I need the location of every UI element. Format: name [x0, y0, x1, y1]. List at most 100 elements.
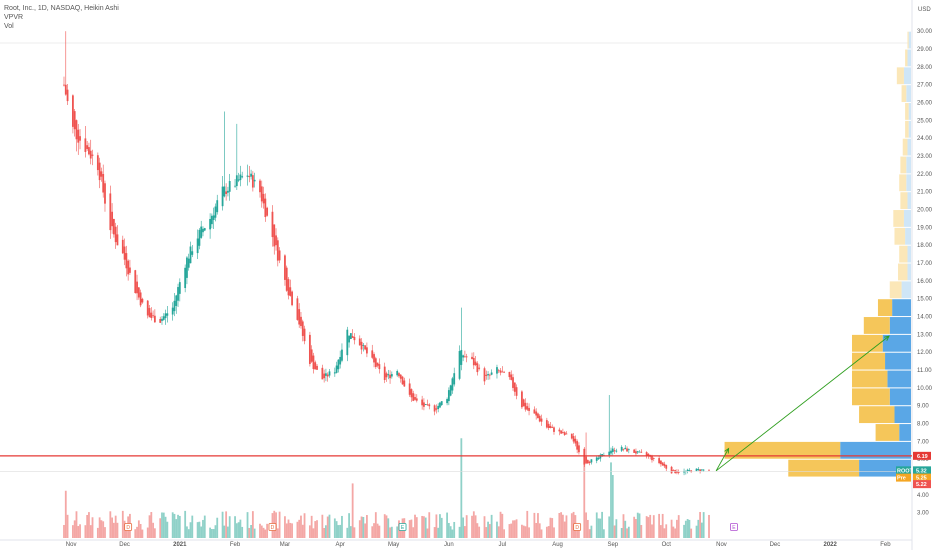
- vp-bar-down: [905, 49, 908, 67]
- volume-bar: [488, 524, 491, 538]
- vp-bar-down: [889, 281, 902, 299]
- volume-bar: [162, 512, 165, 538]
- dividend-marker: [573, 523, 582, 531]
- candle-body: [196, 238, 199, 254]
- y-tick-label: 18.00: [917, 243, 932, 249]
- candle-body: [216, 200, 219, 213]
- candle-body: [284, 255, 286, 280]
- volume-bar: [374, 512, 377, 538]
- candle-body: [134, 270, 137, 293]
- candle-body: [478, 367, 481, 369]
- candle-body: [659, 460, 662, 465]
- candle-body: [583, 448, 586, 465]
- candle-body: [72, 95, 74, 127]
- candle-body: [296, 298, 299, 320]
- volume-bar: [385, 515, 388, 538]
- drawings[interactable]: [0, 335, 912, 472]
- volume-bar: [560, 512, 563, 538]
- candle-body: [285, 267, 288, 291]
- price-axis[interactable]: USD3.004.005.006.007.008.009.0010.0011.0…: [896, 7, 932, 517]
- candle-body: [102, 174, 105, 193]
- candle-body: [251, 175, 254, 188]
- volume-bar: [298, 519, 301, 538]
- candle-body: [141, 298, 144, 303]
- volume-bar: [663, 528, 666, 538]
- candle-body: [595, 457, 598, 461]
- volume-bar: [178, 515, 181, 538]
- candle-body: [627, 449, 630, 451]
- volume-bar: [576, 529, 579, 538]
- candle-body: [638, 451, 641, 453]
- event-markers[interactable]: D D DE E: [124, 523, 738, 532]
- x-tick-label: Mar: [280, 542, 290, 548]
- vp-bar-down: [905, 103, 909, 120]
- candle-body: [373, 354, 375, 363]
- candle-body: [152, 315, 154, 317]
- candle-body: [366, 347, 368, 354]
- candle-body: [513, 382, 516, 392]
- candle-body: [676, 471, 678, 473]
- candle-body: [460, 349, 463, 365]
- candle-body: [259, 180, 261, 193]
- candle-body: [599, 454, 602, 459]
- candle-body: [278, 250, 281, 261]
- volume-bar: [458, 526, 461, 538]
- volume-bar: [424, 517, 427, 538]
- candle-body: [538, 415, 541, 422]
- volume-bar: [111, 517, 114, 538]
- candle-body: [291, 291, 293, 306]
- volume-bar: [510, 523, 513, 538]
- volume-bar: [602, 529, 605, 538]
- legend-vpvr-line[interactable]: VPVR: [4, 14, 24, 21]
- time-axis[interactable]: Nov Dec 2021 Feb Mar Apr May Jun Jul Aug Sep Oct Nov…: [66, 542, 891, 548]
- candle-body: [166, 313, 169, 316]
- volume-bar: [702, 512, 705, 538]
- volume-bar: [553, 527, 555, 538]
- volume-bar: [63, 524, 65, 538]
- candle-body: [235, 175, 238, 187]
- volume-bar: [410, 519, 413, 538]
- volume-bar: [376, 523, 379, 538]
- volume-bar: [316, 520, 318, 538]
- legend-symbol-line[interactable]: Root, Inc., 1D, NASDAQ, Heikin Ashi: [4, 5, 119, 12]
- candle-body: [364, 345, 367, 350]
- volume-bar: [164, 516, 167, 538]
- volume-bar: [153, 528, 156, 538]
- candle-body: [337, 359, 340, 370]
- volume-bar: [173, 513, 176, 538]
- volume-bar: [88, 512, 90, 538]
- volume-bar: [697, 519, 700, 538]
- volume-bar: [601, 511, 603, 538]
- volume-bar: [210, 528, 213, 538]
- y-tick-label: 30.00: [917, 29, 932, 35]
- volume-bar: [214, 525, 217, 538]
- candle-body: [173, 300, 176, 312]
- candle-body: [198, 229, 201, 246]
- candle-body: [487, 374, 489, 376]
- candle-body: [136, 281, 138, 294]
- candle-body: [287, 279, 290, 296]
- volume-bar: [137, 520, 140, 538]
- candle-body: [239, 174, 242, 181]
- candle-body: [521, 391, 523, 408]
- volume-bar: [513, 520, 516, 538]
- volume-bar: [175, 519, 178, 538]
- candle-body: [435, 408, 438, 410]
- future-earnings-marker-letter: E: [732, 525, 736, 531]
- candle-body: [109, 193, 112, 231]
- volume-bar: [426, 528, 429, 538]
- candle-body: [576, 441, 579, 450]
- volume-bar: [428, 512, 431, 538]
- candle-body: [499, 370, 502, 373]
- candle-body: [408, 383, 411, 395]
- volume-bar: [209, 527, 212, 538]
- volume-bar: [109, 511, 112, 538]
- volume-bar: [250, 524, 252, 538]
- vp-bar-down: [852, 388, 890, 406]
- legend-vol-line[interactable]: Vol: [4, 23, 14, 30]
- candle-body: [510, 374, 513, 380]
- candle-body: [471, 356, 473, 360]
- x-tick-label: Feb: [880, 542, 891, 548]
- y-tick-label: 16.00: [917, 279, 932, 285]
